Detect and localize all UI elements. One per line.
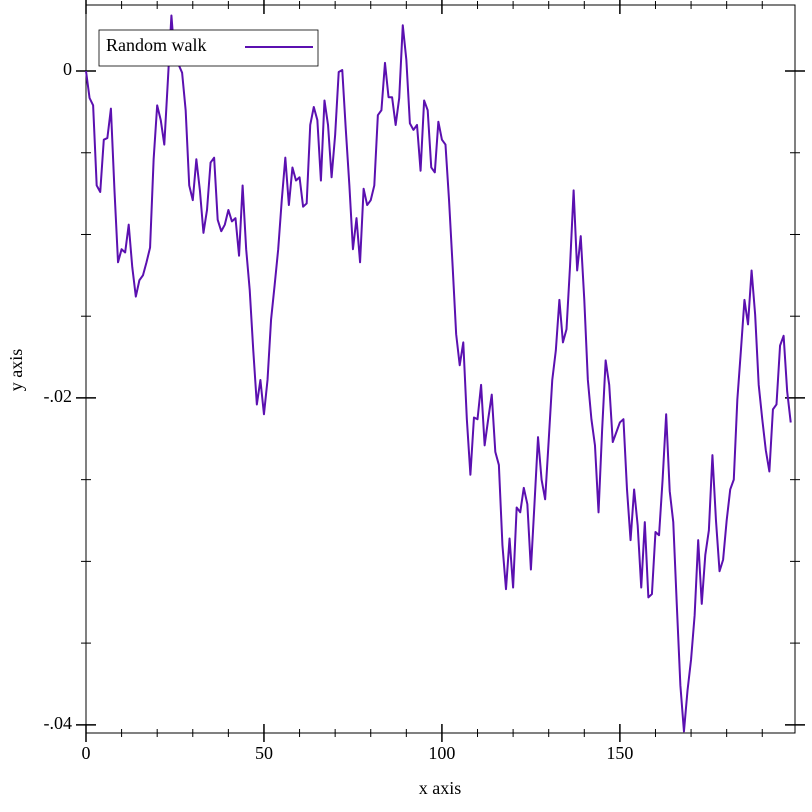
legend: Random walk xyxy=(98,29,319,67)
y-tick-label: 0 xyxy=(63,59,72,79)
line-series xyxy=(85,14,792,733)
y-tick-label: -.02 xyxy=(44,386,73,406)
y-axis-label: y axis xyxy=(6,349,26,392)
x-tick-label: 0 xyxy=(82,743,91,763)
x-axis-label: x axis xyxy=(419,778,462,798)
y-tick-label: -.04 xyxy=(44,713,73,733)
x-tick-label: 100 xyxy=(428,743,455,763)
x-tick-label: 50 xyxy=(255,743,273,763)
x-tick-label: 150 xyxy=(606,743,633,763)
legend-label: Random walk xyxy=(106,35,207,55)
plot-frame xyxy=(85,4,796,734)
